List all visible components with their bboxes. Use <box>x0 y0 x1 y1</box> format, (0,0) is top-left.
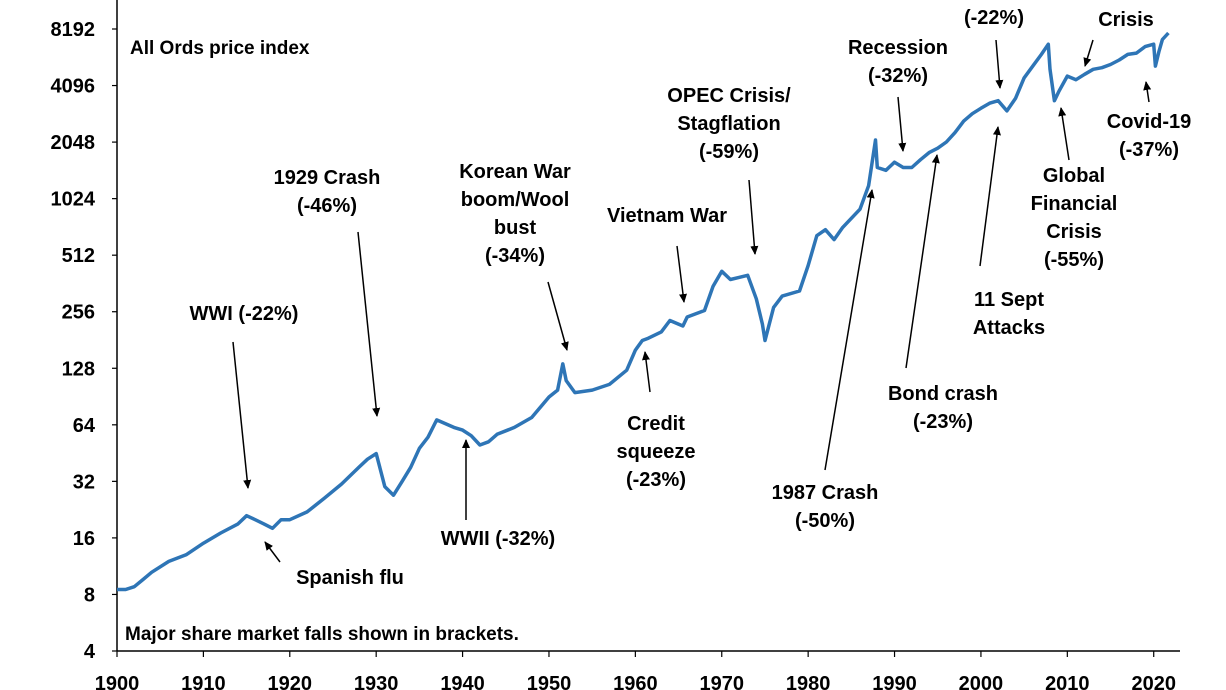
annotation-arrow <box>995 39 1004 89</box>
annotation: Korean War boom/Wool bust (-34%) <box>459 161 571 351</box>
annotation-text: Bond crash <box>888 383 998 405</box>
x-tick-label: 1930 <box>354 673 399 690</box>
annotation-text: Stagflation <box>677 113 780 135</box>
annotation-arrow <box>824 189 875 471</box>
x-tick-label: 2010 <box>1045 673 1090 690</box>
annotation-text: OPEC Crisis/ <box>667 85 791 107</box>
annotation-text: 1987 Crash <box>772 482 879 504</box>
annotation-arrow <box>264 541 281 563</box>
y-tick-label: 128 <box>62 358 95 380</box>
annotation-arrow <box>1058 107 1070 161</box>
annotation-text: Global <box>1043 165 1105 187</box>
y-tick-label: 2048 <box>51 132 96 154</box>
x-tick-label: 1910 <box>181 673 226 690</box>
x-tick-label: 1900 <box>95 673 140 690</box>
annotation-text: (-34%) <box>485 245 545 267</box>
x-tick-label: 1970 <box>700 673 745 690</box>
annotation: Bond crash (-23%) <box>888 154 998 433</box>
annotation-arrow <box>676 245 687 303</box>
annotation-arrow <box>1083 39 1094 67</box>
x-tick-label: 1960 <box>613 673 658 690</box>
y-tick-label: 64 <box>73 415 96 437</box>
annotations: WWI (-22%) Spanish flu 1929 Crash (-46%) WWI… <box>190 7 1192 589</box>
annotation: Covid-19 (-37%) <box>1107 81 1191 161</box>
x-tick-label: 1940 <box>440 673 485 690</box>
annotation-text: WWII (-32%) <box>441 528 555 550</box>
series-line-all-ords <box>117 31 1170 592</box>
y-tick-label: 8 <box>84 584 95 606</box>
annotation-text: (-50%) <box>795 510 855 532</box>
y-tick-label: 1024 <box>51 189 96 211</box>
annotation-text: (-22%) <box>964 7 1024 29</box>
annotation-arrow <box>905 154 940 369</box>
y-tick-label: 32 <box>73 471 95 493</box>
y-tick-label: 4096 <box>51 76 96 98</box>
footnote: Major share market falls shown in bracke… <box>125 624 519 645</box>
annotation: 11 Sept Attacks <box>973 126 1045 339</box>
annotation-arrow <box>357 231 381 417</box>
annotation-arrow <box>547 281 569 351</box>
annotation: WWI (-22%) <box>190 303 299 489</box>
annotation-text: squeeze <box>617 441 696 463</box>
x-tick-label: 1990 <box>872 673 917 690</box>
x-tick-label: 1980 <box>786 673 831 690</box>
annotation: Global Financial Crisis (-55%) <box>1031 107 1118 271</box>
tick-labels: 8192 4096 2048 1024 512 256 128 64 32 16 8 4 1900 191… <box>51 19 1176 690</box>
x-tick-label: 1950 <box>527 673 572 690</box>
annotation-text: 11 Sept <box>974 289 1044 311</box>
annotation: Credit squeeze (-23%) <box>617 351 696 491</box>
annotation-arrow <box>642 351 651 393</box>
annotation-text: Korean War <box>459 161 571 183</box>
annotation-arrow <box>1143 81 1152 103</box>
annotation-text: bust <box>494 217 537 239</box>
annotation-arrow <box>232 341 252 489</box>
annotation-text: (-46%) <box>297 195 357 217</box>
annotation-text: WWI (-22%) <box>190 303 299 325</box>
annotation: Vietnam War <box>607 205 727 303</box>
y-tick-label: 4 <box>84 641 96 663</box>
axes <box>116 0 1180 652</box>
annotation-text: (-23%) <box>626 469 686 491</box>
annotation: WWII (-32%) <box>441 439 555 550</box>
annotation-text: boom/Wool <box>461 189 570 211</box>
y-tick-label: 16 <box>73 528 95 550</box>
annotation-text: 1929 Crash <box>274 167 381 189</box>
y-tick-label: 256 <box>62 302 95 324</box>
y-tick-label: 8192 <box>51 19 96 41</box>
annotation-arrow <box>748 179 759 255</box>
annotation-text: (-59%) <box>699 141 759 163</box>
annotation: OPEC Crisis/Stagflation (-59%) <box>667 85 791 255</box>
plot-area <box>117 31 1170 592</box>
inset-label: All Ords price index <box>130 38 310 59</box>
annotation-text: (-55%) <box>1044 249 1104 271</box>
annotation-text: Attacks <box>973 317 1045 339</box>
annotation-arrow <box>897 96 907 152</box>
annotation: Recession (-32%) <box>848 37 948 152</box>
annotation-text: Spanish flu <box>296 567 404 589</box>
x-tick-label: 2000 <box>959 673 1004 690</box>
annotation: 1987 Crash (-50%) <box>772 189 879 532</box>
annotation-text: (-32%) <box>868 65 928 87</box>
x-tick-label: 1920 <box>268 673 313 690</box>
annotation: 1929 Crash (-46%) <box>274 167 381 417</box>
annotation-text: Covid-19 <box>1107 111 1191 133</box>
annotation-text: Vietnam War <box>607 205 727 227</box>
annotation: Spanish flu <box>264 541 404 589</box>
annotation-text: (-37%) <box>1119 139 1179 161</box>
x-tick-label: 2020 <box>1131 673 1176 690</box>
annotation-text: Credit <box>627 413 685 435</box>
annotation: Crisis <box>1083 9 1154 67</box>
annotation-text: Crisis <box>1046 221 1102 243</box>
annotation-text: Crisis <box>1098 9 1154 31</box>
annotation-text: Recession <box>848 37 948 59</box>
annotation-arrow <box>979 126 1001 267</box>
annotation-text: (-23%) <box>913 411 973 433</box>
annotation: (-22%) <box>964 7 1024 89</box>
annotation-text: Financial <box>1031 193 1118 215</box>
y-tick-label: 512 <box>62 245 95 267</box>
